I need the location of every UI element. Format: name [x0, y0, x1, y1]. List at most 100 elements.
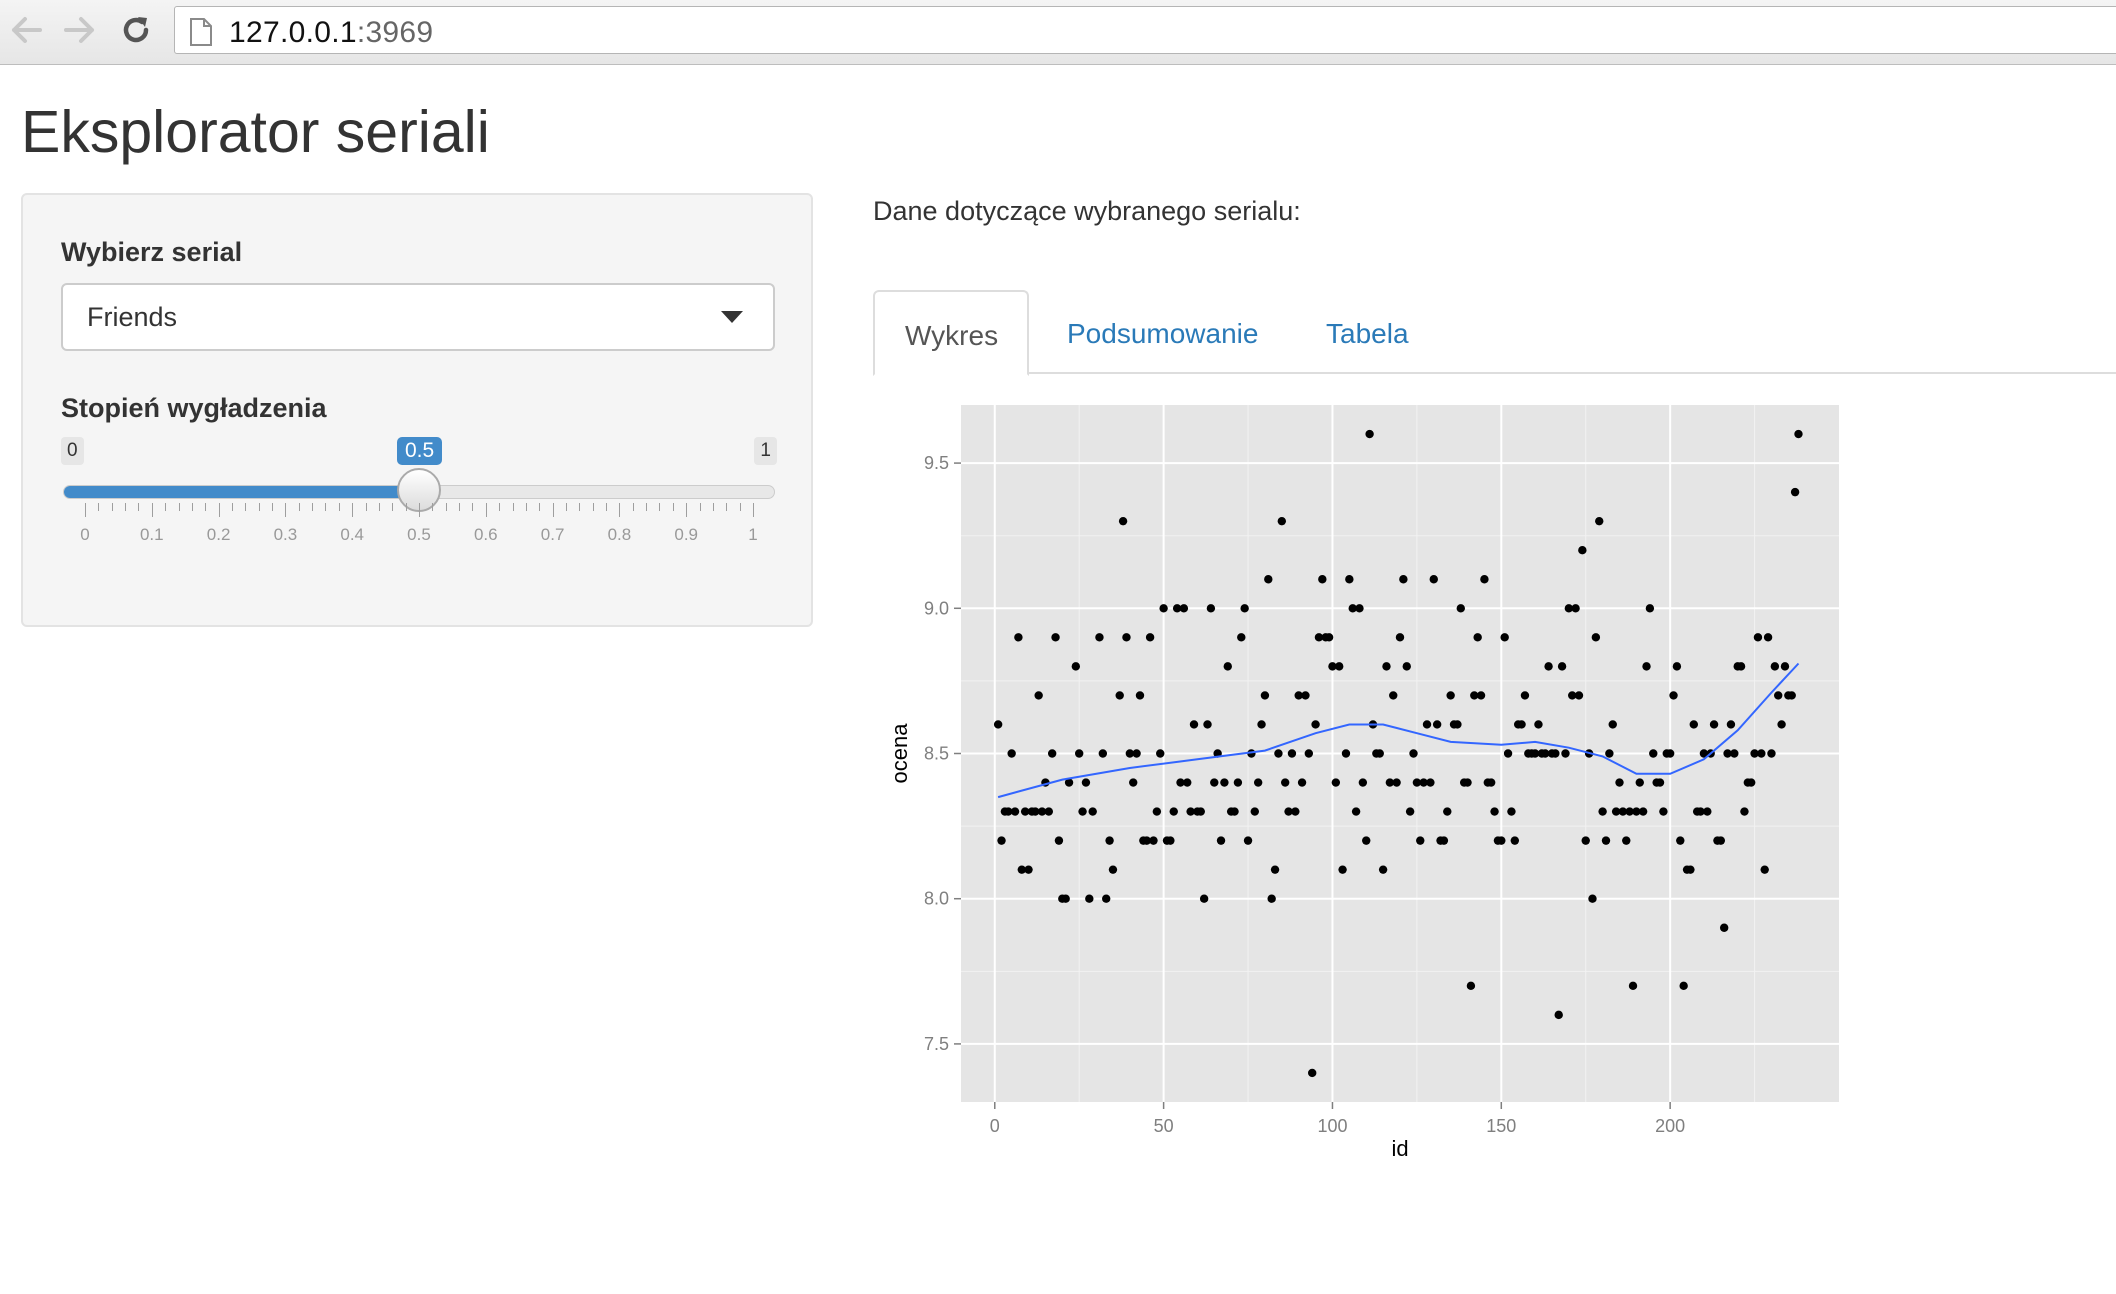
slider-fill	[64, 486, 422, 498]
slider-tick	[512, 503, 514, 511]
slider-tick	[405, 503, 407, 511]
data-point	[1642, 662, 1651, 671]
data-point	[1645, 604, 1655, 613]
data-point	[1233, 778, 1243, 787]
axis-ticks: 0 50 100 150 200 7.5 8.0 8.5 9.0 9.5	[924, 453, 1685, 1136]
slider-tick	[686, 503, 688, 517]
forward-button[interactable]	[60, 10, 100, 50]
data-point	[1061, 894, 1070, 903]
data-point	[1206, 604, 1216, 613]
data-point	[1723, 749, 1732, 758]
data-point	[1709, 720, 1719, 729]
data-point	[1470, 691, 1479, 700]
data-point	[1554, 1010, 1563, 1020]
data-point	[1503, 749, 1513, 758]
data-point	[1753, 633, 1763, 642]
data-point	[1595, 516, 1604, 526]
data-point	[1598, 807, 1607, 816]
slider-value-badge: 0.5	[397, 437, 443, 465]
data-point	[1689, 720, 1698, 729]
slider-tick	[151, 503, 153, 517]
data-point	[1331, 778, 1341, 787]
url-port: :3969	[356, 16, 434, 49]
tab-bar: Wykres Podsumowanie Tabela	[873, 290, 2116, 376]
data-point	[1443, 807, 1452, 816]
reload-button[interactable]	[116, 10, 156, 50]
data-point	[1736, 662, 1746, 671]
slider-tick	[111, 503, 113, 511]
slider-tick	[592, 503, 594, 511]
data-point	[1186, 807, 1195, 816]
slider-tick	[365, 503, 367, 511]
tab-podsumowanie[interactable]: Podsumowanie	[1067, 318, 1259, 349]
smoothing-slider[interactable]: 0 1 0.5 0 0.1 0.2 0.3 0.4 0.5 0.6 0.7 0.8 0.9 1	[61, 437, 777, 567]
data-point	[1115, 691, 1124, 700]
slider-tick	[606, 503, 608, 511]
tab-wykres[interactable]: Wykres	[873, 290, 1029, 376]
data-point	[1409, 749, 1418, 758]
data-point	[1318, 575, 1327, 584]
data-point	[1419, 778, 1428, 787]
data-point	[1618, 807, 1628, 816]
arrow-left-icon	[12, 17, 42, 43]
data-point	[1402, 662, 1411, 671]
slider-tick	[753, 503, 754, 517]
slider-tick-label: 0.7	[540, 525, 565, 544]
address-bar[interactable]: 127.0.0.1:3969	[174, 6, 2116, 54]
page-title: Eksplorator seriali	[21, 99, 490, 165]
data-point	[1240, 604, 1249, 613]
reload-icon	[123, 17, 149, 43]
data-point	[1476, 691, 1486, 700]
data-point	[1530, 749, 1540, 758]
data-point	[1156, 749, 1165, 758]
data-point	[1024, 865, 1033, 874]
y-tick-label: 7.5	[924, 1034, 949, 1054]
data-point	[1223, 662, 1232, 671]
data-point	[1655, 778, 1665, 787]
back-button[interactable]	[6, 10, 46, 50]
browser-toolbar: 127.0.0.1:3969	[0, 0, 2116, 65]
data-point	[1297, 778, 1307, 787]
series-select-label: Wybierz serial	[61, 237, 243, 267]
data-point	[1095, 633, 1104, 642]
data-point	[1102, 894, 1111, 903]
data-point	[1051, 633, 1060, 642]
data-point	[1426, 778, 1435, 787]
series-select[interactable]: Friends	[61, 283, 775, 351]
data-point	[1571, 604, 1580, 613]
data-point	[1638, 807, 1648, 816]
data-point	[1405, 807, 1415, 816]
data-point	[1270, 865, 1280, 874]
data-point	[1615, 778, 1624, 787]
slider-tick-label: 0.9	[674, 525, 699, 544]
y-tick-label: 8.5	[924, 744, 949, 764]
data-point	[1014, 633, 1023, 642]
tab-tabela[interactable]: Tabela	[1326, 318, 1409, 349]
data-point	[1473, 633, 1482, 642]
slider-tick	[539, 503, 541, 511]
slider-tick	[419, 503, 420, 517]
data-point	[1699, 749, 1709, 758]
data-point	[1588, 894, 1597, 903]
slider-tick-label: 0.1	[139, 525, 164, 544]
slider-max-label: 1	[754, 437, 777, 465]
data-point	[993, 720, 1003, 729]
data-point	[1763, 633, 1773, 642]
data-point	[1375, 749, 1384, 758]
data-point	[1348, 604, 1357, 613]
data-point	[1267, 894, 1276, 903]
data-point	[1635, 778, 1644, 787]
data-point	[1078, 807, 1087, 816]
data-point	[1696, 807, 1705, 816]
data-point	[1260, 691, 1270, 700]
data-point	[1439, 836, 1449, 845]
slider-tick	[579, 503, 581, 511]
slider-tick	[312, 503, 314, 511]
data-point	[1628, 981, 1638, 991]
smooth-line	[997, 662, 1800, 799]
data-point	[1760, 865, 1769, 874]
data-point	[1412, 778, 1422, 787]
data-point	[1544, 662, 1553, 671]
x-tick-label: 150	[1486, 1116, 1516, 1136]
scatter-plot: 0 50 100 150 200 7.5 8.0 8.5 9.0 9.5 id ocena	[887, 405, 1839, 1161]
